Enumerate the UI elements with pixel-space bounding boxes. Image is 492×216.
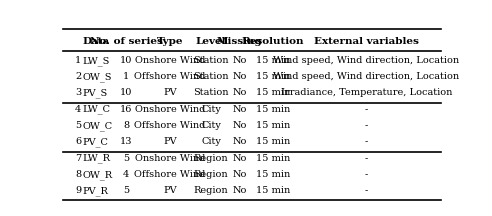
Text: No. of series: No. of series [90,37,163,46]
Text: PV_R: PV_R [83,186,108,196]
Text: 8: 8 [123,121,129,130]
Text: City: City [201,105,221,114]
Text: City: City [201,121,221,130]
Text: LW_R: LW_R [83,154,111,163]
Text: 1: 1 [75,56,81,65]
Text: 15 min: 15 min [256,121,290,130]
Text: No: No [233,137,247,146]
Text: No: No [233,121,247,130]
Text: OW_S: OW_S [83,72,112,82]
Text: Region: Region [194,186,228,195]
Text: 6: 6 [75,137,81,146]
Text: PV: PV [163,137,177,146]
Text: PV: PV [163,89,177,97]
Text: 5: 5 [75,121,81,130]
Text: Irradiance, Temperature, Location: Irradiance, Temperature, Location [281,89,452,97]
Text: 4: 4 [123,170,129,179]
Text: 10: 10 [120,89,132,97]
Text: Onshore Wind: Onshore Wind [135,154,205,163]
Text: -: - [365,170,368,179]
Text: Region: Region [194,170,228,179]
Text: Station: Station [193,56,229,65]
Text: Missing: Missing [217,37,263,46]
Text: Resolution: Resolution [242,37,305,46]
Text: Wind speed, Wind direction, Location: Wind speed, Wind direction, Location [274,56,460,65]
Text: 15 min: 15 min [256,170,290,179]
Text: No: No [233,56,247,65]
Text: 15 min: 15 min [256,72,290,81]
Text: 3: 3 [75,89,81,97]
Text: -: - [365,105,368,114]
Text: 13: 13 [120,137,132,146]
Text: PV_S: PV_S [83,89,108,98]
Text: 15 min: 15 min [256,105,290,114]
Text: 4: 4 [75,105,81,114]
Text: Data: Data [83,37,110,46]
Text: 9: 9 [75,186,81,195]
Text: No: No [233,186,247,195]
Text: PV_C: PV_C [83,137,108,147]
Text: Onshore Wind: Onshore Wind [135,56,205,65]
Text: Offshore Wind: Offshore Wind [134,170,206,179]
Text: 8: 8 [75,170,81,179]
Text: 10: 10 [120,56,132,65]
Text: No: No [233,170,247,179]
Text: -: - [365,186,368,195]
Text: -: - [365,137,368,146]
Text: 15 min: 15 min [256,154,290,163]
Text: Offshore Wind: Offshore Wind [134,121,206,130]
Text: No: No [233,105,247,114]
Text: City: City [201,137,221,146]
Text: 7: 7 [75,154,81,163]
Text: Station: Station [193,89,229,97]
Text: Level: Level [196,37,226,46]
Text: 2: 2 [75,72,81,81]
Text: LW_S: LW_S [83,56,110,65]
Text: Wind speed, Wind direction, Location: Wind speed, Wind direction, Location [274,72,460,81]
Text: Onshore Wind: Onshore Wind [135,105,205,114]
Text: LW_C: LW_C [83,105,111,114]
Text: 15 min: 15 min [256,56,290,65]
Text: 15 min: 15 min [256,186,290,195]
Text: No: No [233,72,247,81]
Text: OW_C: OW_C [83,121,113,131]
Text: OW_R: OW_R [83,170,113,180]
Text: 5: 5 [123,186,129,195]
Text: 15 min: 15 min [256,89,290,97]
Text: PV: PV [163,186,177,195]
Text: No: No [233,89,247,97]
Text: 15 min: 15 min [256,137,290,146]
Text: -: - [365,154,368,163]
Text: 5: 5 [123,154,129,163]
Text: 1: 1 [123,72,129,81]
Text: External variables: External variables [314,37,419,46]
Text: Offshore Wind: Offshore Wind [134,72,206,81]
Text: Region: Region [194,154,228,163]
Text: Type: Type [157,37,184,46]
Text: -: - [365,121,368,130]
Text: 16: 16 [120,105,132,114]
Text: No: No [233,154,247,163]
Text: Station: Station [193,72,229,81]
